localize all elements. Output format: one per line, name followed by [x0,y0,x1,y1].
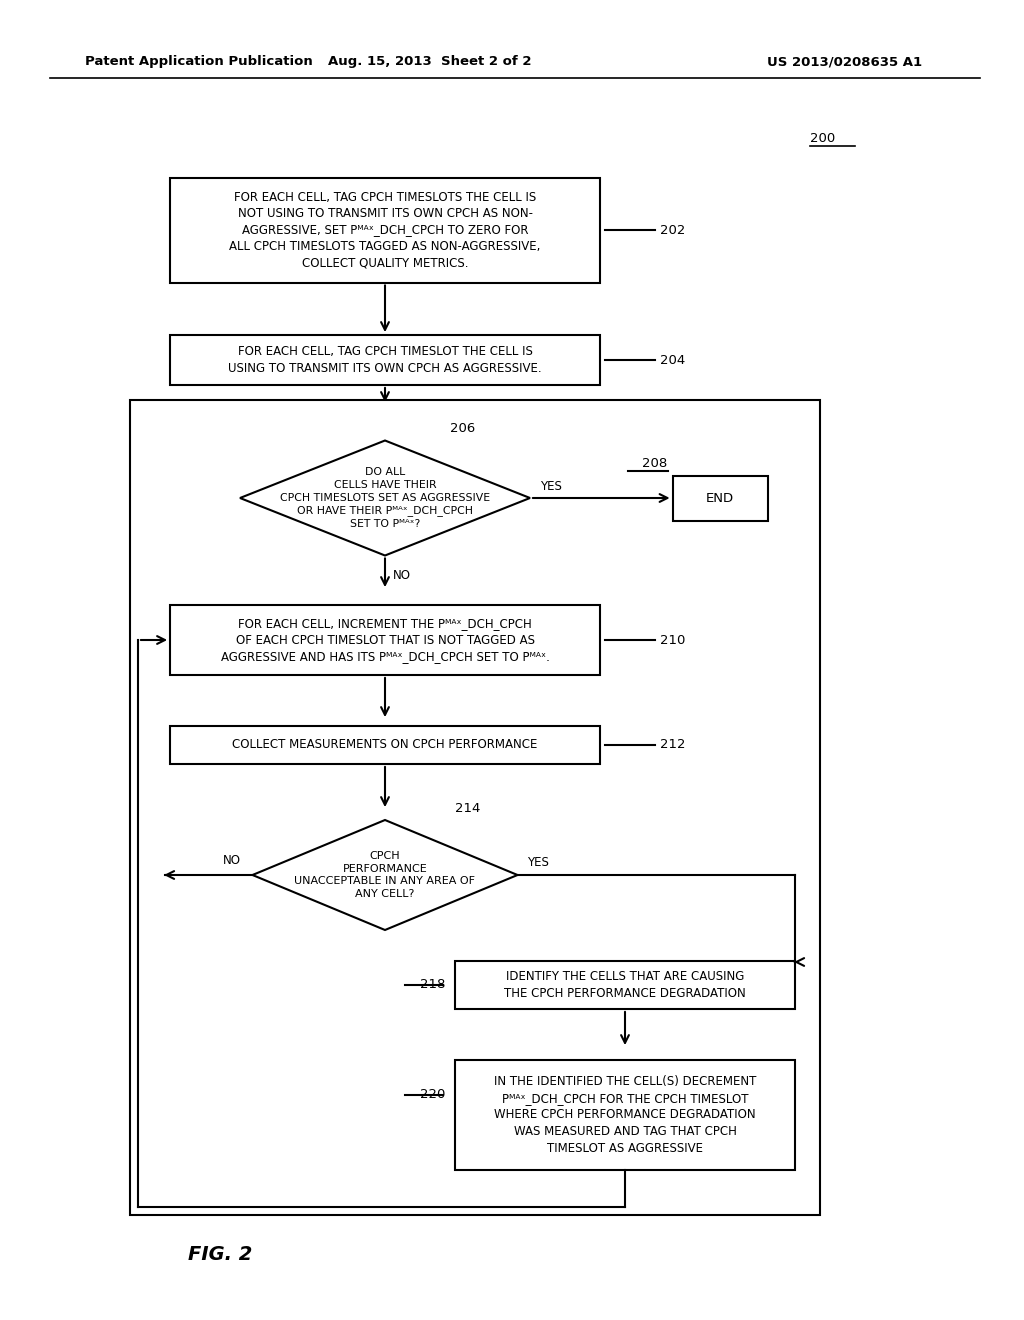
Text: NO: NO [393,569,411,582]
Text: 218: 218 [420,978,445,991]
Text: COLLECT MEASUREMENTS ON CPCH PERFORMANCE: COLLECT MEASUREMENTS ON CPCH PERFORMANCE [232,738,538,751]
Text: IN THE IDENTIFIED THE CELL(S) DECREMENT
Pᴹᴬˣ_DCH_CPCH FOR THE CPCH TIMESLOT
WHER: IN THE IDENTIFIED THE CELL(S) DECREMENT … [494,1076,756,1155]
Bar [170,726,600,764]
Text: 214: 214 [455,801,480,814]
Bar [455,1060,795,1170]
Bar [455,961,795,1008]
Text: YES: YES [527,857,549,870]
Text: 204: 204 [660,354,685,367]
Bar [170,177,600,282]
Text: 220: 220 [420,1089,445,1101]
Text: FOR EACH CELL, TAG CPCH TIMESLOTS THE CELL IS
NOT USING TO TRANSMIT ITS OWN CPCH: FOR EACH CELL, TAG CPCH TIMESLOTS THE CE… [229,190,541,269]
Text: US 2013/0208635 A1: US 2013/0208635 A1 [767,55,923,69]
Bar [170,335,600,385]
Text: 208: 208 [642,457,668,470]
Text: 212: 212 [660,738,685,751]
Text: 200: 200 [810,132,836,144]
Text: 202: 202 [660,223,685,236]
Text: IDENTIFY THE CELLS THAT ARE CAUSING
THE CPCH PERFORMANCE DEGRADATION: IDENTIFY THE CELLS THAT ARE CAUSING THE … [504,970,745,999]
Text: FOR EACH CELL, TAG CPCH TIMESLOT THE CELL IS
USING TO TRANSMIT ITS OWN CPCH AS A: FOR EACH CELL, TAG CPCH TIMESLOT THE CEL… [228,346,542,375]
Polygon shape [253,820,517,931]
Bar [170,605,600,675]
Bar [130,400,820,1214]
Polygon shape [240,441,530,556]
Text: CPCH
PERFORMANCE
UNACCEPTABLE IN ANY AREA OF
ANY CELL?: CPCH PERFORMANCE UNACCEPTABLE IN ANY ARE… [295,851,475,899]
Text: FIG. 2: FIG. 2 [187,1246,252,1265]
Text: FOR EACH CELL, INCREMENT THE Pᴹᴬˣ_DCH_CPCH
OF EACH CPCH TIMESLOT THAT IS NOT TAG: FOR EACH CELL, INCREMENT THE Pᴹᴬˣ_DCH_CP… [220,616,550,663]
Bar [673,475,768,520]
Text: YES: YES [540,479,562,492]
Text: Aug. 15, 2013  Sheet 2 of 2: Aug. 15, 2013 Sheet 2 of 2 [329,55,531,69]
Text: NO: NO [222,854,241,867]
Text: Patent Application Publication: Patent Application Publication [85,55,312,69]
Text: DO ALL
CELLS HAVE THEIR
CPCH TIMESLOTS SET AS AGGRESSIVE
OR HAVE THEIR Pᴹᴬˣ_DCH_: DO ALL CELLS HAVE THEIR CPCH TIMESLOTS S… [280,467,490,529]
Text: 206: 206 [450,422,475,436]
Text: END: END [706,491,734,504]
Text: 210: 210 [660,634,685,647]
